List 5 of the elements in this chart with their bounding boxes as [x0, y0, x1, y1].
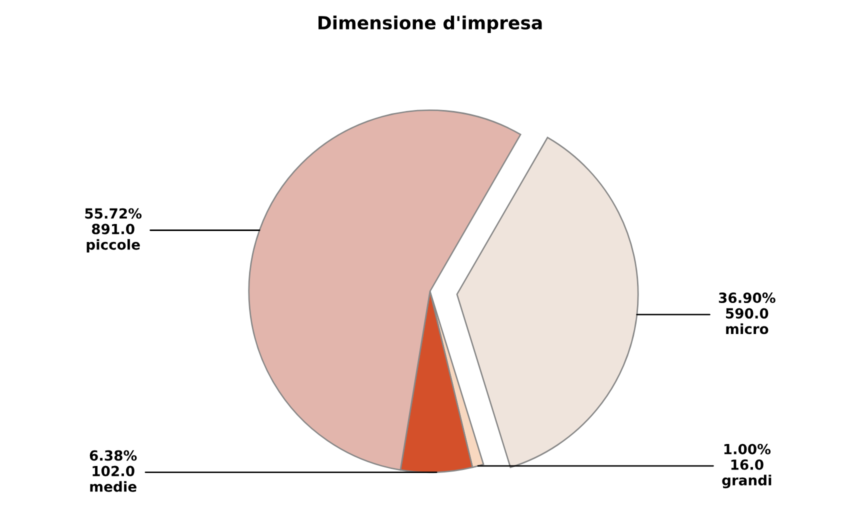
slice-label: grandi	[722, 474, 772, 488]
slice-label: micro	[726, 323, 768, 334]
slice-label: medie	[90, 481, 136, 492]
slice-label: piccole	[86, 239, 140, 253]
chart-title: Dimensione d'impresa	[318, 16, 542, 34]
